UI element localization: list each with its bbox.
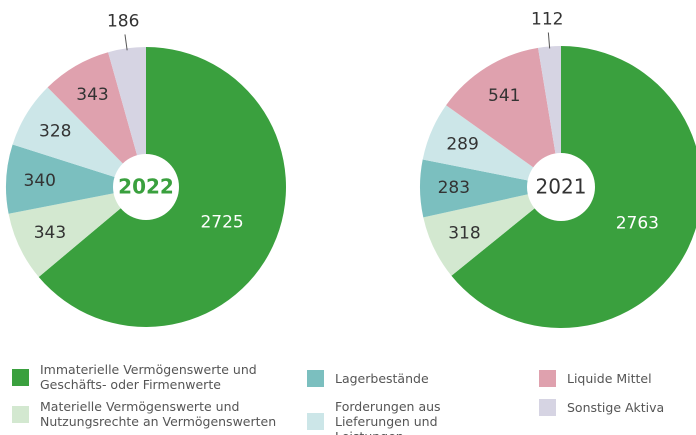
pie-slice xyxy=(8,187,146,277)
pie-slice xyxy=(12,87,146,187)
value-label: 541 xyxy=(488,86,520,106)
legend-swatch xyxy=(539,399,556,416)
pie-slice xyxy=(108,47,146,187)
leader-line xyxy=(547,32,551,49)
pie-slice xyxy=(446,47,561,187)
pie-slice xyxy=(423,187,561,276)
value-label: 343 xyxy=(76,85,108,105)
legend-item: Sonstige Aktiva xyxy=(539,399,689,416)
legend-swatch xyxy=(12,368,29,386)
legend-swatch xyxy=(539,370,556,387)
value-label: 340 xyxy=(24,171,56,191)
pie-slice xyxy=(422,105,561,187)
legend-item: Lagerbestände xyxy=(307,370,507,387)
legend-label: Sonstige Aktiva xyxy=(567,400,665,415)
legend-label: Forderungen aus Lieferungen und Leistung… xyxy=(335,399,441,435)
value-label: 289 xyxy=(446,135,478,155)
center-hole xyxy=(113,154,179,220)
value-label: 186 xyxy=(107,12,139,32)
pie-slice xyxy=(538,46,561,187)
legend-item: Forderungen aus Lieferungen und Leistung… xyxy=(307,399,507,435)
legend-swatch xyxy=(307,370,324,387)
legend-label: Lagerbestände xyxy=(335,371,429,386)
pie-slice xyxy=(420,159,561,218)
value-label: 318 xyxy=(448,223,480,243)
pie-slice xyxy=(47,52,146,187)
value-label: 2725 xyxy=(200,213,243,233)
legend-item: Materielle Vermögenswerte und Nutzungsre… xyxy=(12,399,282,429)
value-label: 112 xyxy=(531,10,563,30)
legend-label: Materielle Vermögenswerte und Nutzungsre… xyxy=(40,399,277,429)
legend-label: Immaterielle Vermögenswerte und Geschäft… xyxy=(40,362,257,392)
value-label: 2763 xyxy=(616,213,659,233)
legend-swatch xyxy=(307,413,324,430)
legend-item: Immaterielle Vermögenswerte und Geschäft… xyxy=(12,362,262,392)
legend-item: Liquide Mittel xyxy=(539,370,689,387)
center-hole xyxy=(527,153,595,221)
value-label: 283 xyxy=(438,178,470,198)
leader-line xyxy=(124,34,128,51)
legend-swatch xyxy=(12,405,29,423)
pie-slice xyxy=(5,144,147,214)
value-label: 328 xyxy=(39,121,71,141)
value-label: 343 xyxy=(34,223,66,243)
chart-title: 2021 xyxy=(536,175,587,199)
legend-label: Liquide Mittel xyxy=(567,371,652,386)
chart-title: 2022 xyxy=(118,175,174,199)
